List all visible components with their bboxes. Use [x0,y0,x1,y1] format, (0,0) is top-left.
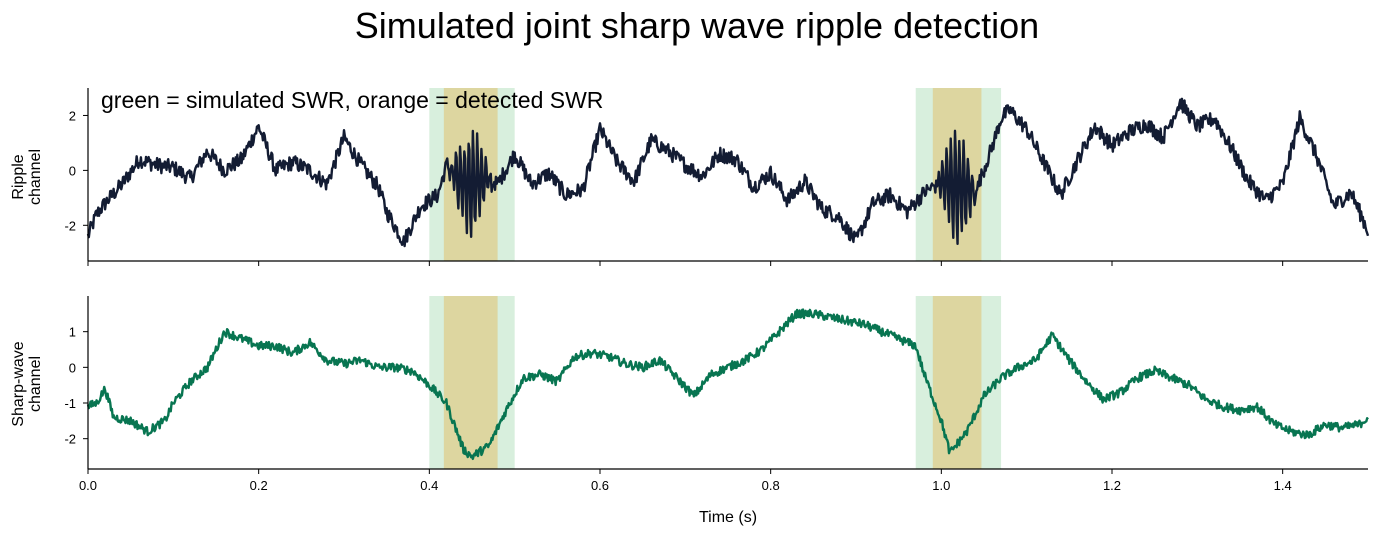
sharpwave-trace [86,308,1369,461]
top-swr-bands [429,88,1002,261]
figure-title: Simulated joint sharp wave ripple detect… [355,5,1039,46]
bottom-ylabel-line2: channel [27,356,44,412]
ripple-panel: 2 0 -2 green = simulated SWR, orange = det… [10,87,1370,266]
bottom-swr-bands [429,296,1002,469]
x-axis-label: Time (s) [699,509,757,526]
top-ytick-label: -2 [64,218,76,233]
ripple-trace [86,97,1370,248]
bottom-ytick-label: 1 [69,325,76,340]
top-ytick-label: 0 [69,163,76,178]
bottom-ytick-label: -2 [64,432,76,447]
bottom-xtick-label: 1.0 [932,478,950,493]
legend-annotation: green = simulated SWR, orange = detected… [101,87,603,113]
top-ytick-label: 2 [69,108,76,123]
bottom-xtick-label: 0.6 [591,478,609,493]
bottom-detected-swr-band-0 [443,296,498,469]
bottom-xtick-label: 1.2 [1103,478,1121,493]
bottom-ylabel-line1: Sharp-wave [10,341,27,426]
bottom-xtick-label: 0.8 [762,478,780,493]
top-ticks: 2 0 -2 [64,108,1284,266]
bottom-xtick-label: 0.2 [250,478,268,493]
bottom-xtick-label: 0.4 [420,478,438,493]
bottom-xtick-label: 1.4 [1274,478,1292,493]
bottom-ytick-label: -1 [64,396,76,411]
top-ylabel-line2: channel [27,149,44,205]
bottom-xtick-label: 0.0 [79,478,97,493]
bottom-ytick-label: 0 [69,360,76,375]
top-ylabel-line1: Ripple [10,154,27,199]
sharpwave-panel: 1 0 -1 -2 0.0 0.2 0.4 0.6 0.8 1.0 1.2 1.4 Sharp-wav… [10,296,1369,493]
bottom-ticks: 1 0 -1 -2 0.0 0.2 0.4 0.6 0.8 1.0 1.2 1.4 [64,325,1291,493]
